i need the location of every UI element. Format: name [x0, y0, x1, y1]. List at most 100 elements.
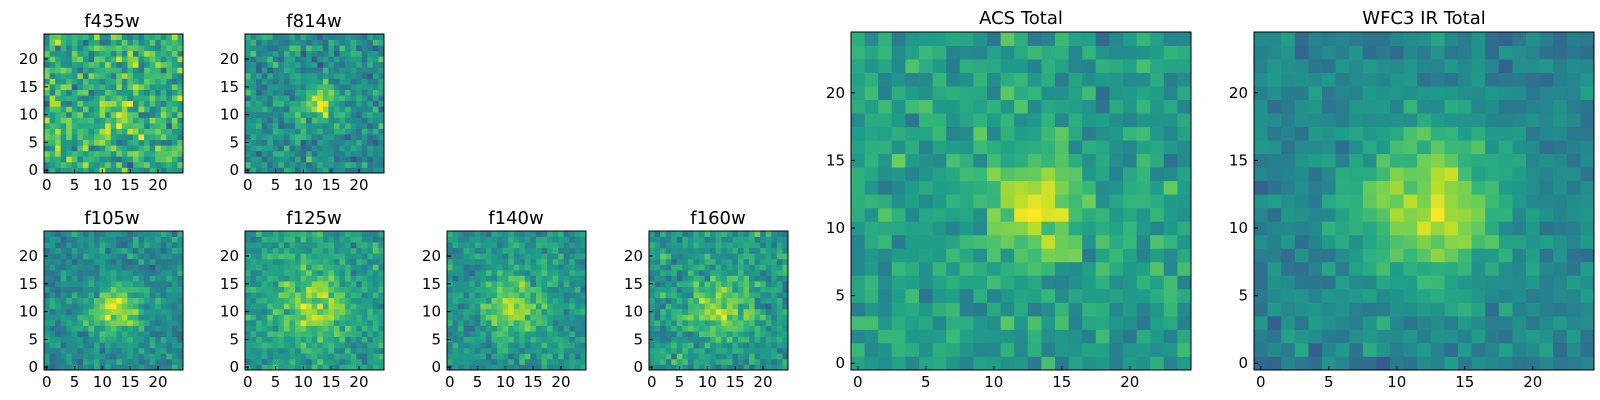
heatmap-cell — [743, 231, 750, 237]
heatmap-cell — [333, 314, 340, 321]
heatmap-cell — [322, 111, 329, 118]
heatmap-cell — [765, 269, 772, 276]
heatmap-cell — [1430, 140, 1445, 155]
heatmap-cell — [295, 145, 301, 152]
heatmap-cell — [1403, 153, 1418, 168]
heatmap-cell — [55, 275, 62, 282]
heatmap-cell — [60, 106, 67, 113]
heatmap-cell — [60, 314, 67, 321]
heatmap-cell — [267, 336, 274, 343]
heatmap-cell — [743, 314, 750, 321]
heatmap-cell — [127, 247, 134, 254]
heatmap-cell — [1055, 275, 1069, 290]
heatmap-cell — [704, 336, 711, 343]
heatmap-cell — [1580, 153, 1595, 168]
heatmap-cell — [245, 72, 251, 79]
heatmap-cell — [541, 308, 548, 315]
heatmap-cell — [671, 353, 678, 360]
y-tick-label: 10 — [624, 303, 643, 321]
heatmap-cell — [267, 331, 274, 338]
heatmap-cell — [149, 281, 156, 287]
heatmap-cell — [1526, 261, 1540, 276]
heatmap-cell — [743, 286, 750, 293]
heatmap-cell — [256, 342, 263, 349]
heatmap-cell — [256, 358, 263, 365]
heatmap-cell — [356, 45, 363, 52]
heatmap-cell — [704, 314, 711, 321]
heatmap-cell — [155, 253, 162, 260]
heatmap-cell — [361, 111, 368, 118]
heatmap-cell — [676, 314, 683, 321]
heatmap-cell — [82, 67, 89, 74]
heatmap-cell — [682, 331, 689, 338]
heatmap-cell — [60, 161, 67, 168]
heatmap-cell — [378, 122, 385, 129]
heatmap-cell — [699, 286, 705, 293]
heatmap-cell — [132, 231, 139, 237]
heatmap-cell — [1109, 315, 1124, 330]
heatmap-cell — [66, 347, 73, 354]
heatmap-cell — [127, 61, 134, 68]
heatmap-cell — [671, 314, 678, 321]
heatmap-cell — [155, 331, 162, 338]
heatmap-cell — [726, 286, 733, 293]
heatmap-cell — [469, 292, 476, 299]
heatmap-cell — [250, 128, 257, 135]
heatmap-cell — [1539, 126, 1554, 141]
heatmap-cell — [547, 325, 554, 332]
heatmap-cell — [1417, 194, 1432, 209]
heatmap-cell — [547, 269, 554, 276]
heatmap-cell — [1267, 234, 1282, 249]
heatmap-cell — [1430, 126, 1445, 141]
heatmap-cell — [289, 150, 296, 157]
heatmap-cell — [110, 67, 117, 74]
heatmap-cell — [311, 34, 318, 40]
heatmap-cell — [378, 145, 385, 152]
heatmap-cell — [71, 308, 78, 315]
heatmap-cell — [289, 67, 296, 74]
heatmap-cell — [782, 264, 789, 271]
heatmap-cell — [1294, 113, 1309, 128]
heatmap-cell — [541, 297, 548, 304]
heatmap-cell — [88, 247, 95, 254]
heatmap-cell — [300, 139, 307, 146]
heatmap-cell — [44, 292, 50, 299]
heatmap-cell — [715, 342, 722, 349]
heatmap-cell — [361, 319, 368, 326]
heatmap-cell — [127, 78, 134, 85]
heatmap-cell — [372, 308, 379, 315]
heatmap-cell — [452, 269, 459, 276]
heatmap-cell — [306, 264, 313, 271]
heatmap-cell — [987, 126, 1001, 141]
heatmap-cell — [547, 331, 554, 338]
heatmap-cell — [105, 67, 112, 74]
heatmap-cell — [502, 275, 509, 282]
heatmap-cell — [267, 286, 274, 293]
heatmap-cell — [1055, 140, 1069, 155]
heatmap-cell — [378, 111, 385, 118]
heatmap-cell — [160, 286, 167, 293]
heatmap-cell — [333, 167, 340, 174]
heatmap-cell — [361, 303, 368, 310]
heatmap-cell — [132, 61, 139, 68]
heatmap-cell — [82, 139, 89, 146]
heatmap-cell — [743, 331, 750, 338]
heatmap-cell — [737, 303, 744, 310]
heatmap-cell — [513, 342, 520, 349]
heatmap-cell — [469, 336, 476, 343]
heatmap-cell — [322, 78, 329, 85]
heatmap-cell — [743, 303, 750, 310]
heatmap-cell — [946, 167, 961, 182]
heatmap-cell — [339, 347, 346, 354]
heatmap-cell — [367, 128, 374, 135]
heatmap-cell — [289, 139, 296, 146]
heatmap-cell — [469, 269, 476, 276]
heatmap-cell — [458, 336, 465, 343]
heatmap-cell — [339, 258, 346, 265]
heatmap-cell — [1308, 113, 1323, 128]
heatmap-cell — [44, 122, 50, 129]
x-tick-label: 20 — [1120, 373, 1139, 391]
heatmap-cell — [732, 258, 739, 265]
heatmap-cell — [250, 84, 257, 90]
heatmap-cell — [245, 34, 251, 40]
